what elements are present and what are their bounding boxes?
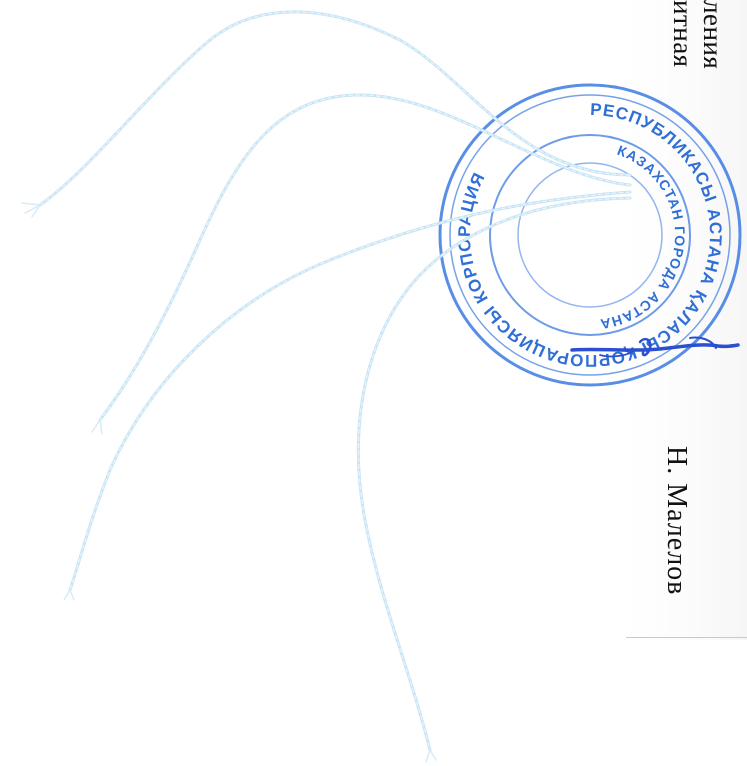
thread-strand-4-twist [357, 197, 631, 751]
sheet-bottom-divider [626, 637, 747, 638]
handwritten-signature [570, 336, 740, 358]
signer-name: Н. Малелов [661, 446, 692, 596]
thread-strand-2-twist [99, 94, 631, 421]
thread-frayed-end-3 [63, 589, 75, 601]
thread-strand-1 [38, 10, 632, 207]
thread-strand-3-twist [69, 191, 631, 591]
thread-strand-4 [356, 196, 632, 752]
seal-middle-ring [449, 94, 731, 376]
seal-inner-ring [489, 134, 691, 336]
binding-threads [21, 10, 632, 763]
thread-frayed-end-1 [21, 202, 41, 218]
seal-outer-ring [438, 83, 742, 387]
seal-center-ring [517, 162, 663, 308]
thread-frayed-end-4 [425, 749, 437, 763]
thread-frayed-end-2 [91, 419, 103, 435]
seal-outer-text: РЕСПУБЛИКАСЫ АСТАНА ҚАЛАСЫ ҚОРПОРАЦИЯСЫ … [455, 100, 725, 370]
thread-strand-1-twist [39, 11, 631, 206]
